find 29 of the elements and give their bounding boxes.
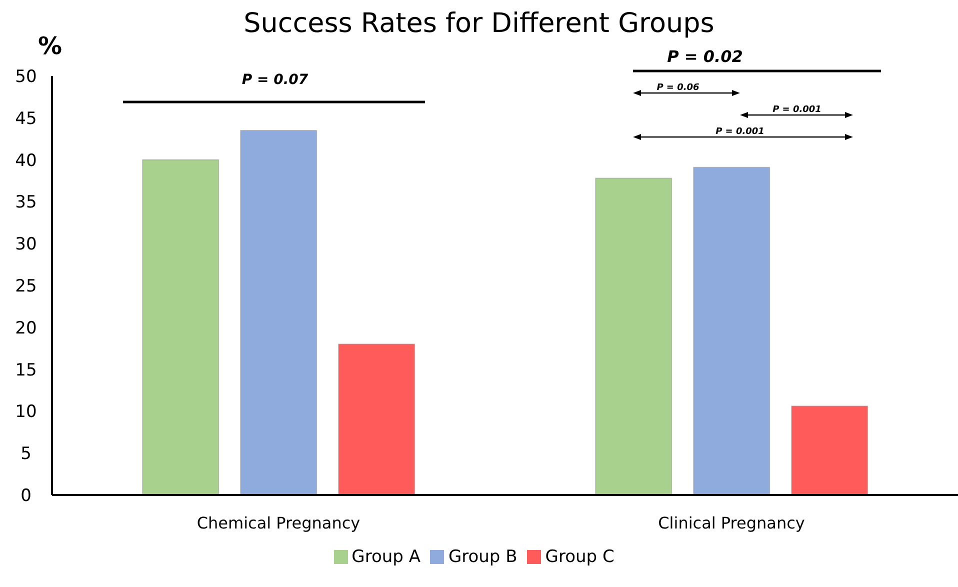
y-tick-label: 10 (15, 402, 37, 422)
annotation: P = 0.07 (242, 72, 308, 88)
y-tick-label: 0 (20, 486, 32, 506)
bar (338, 344, 416, 495)
y-axis-title: % (38, 32, 62, 60)
y-tick-label: 45 (15, 108, 37, 129)
y-tick-label: 35 (15, 192, 37, 213)
y-tick-label: 20 (15, 318, 37, 338)
text: P = 0.02 (667, 47, 743, 66)
y-tick-label: 5 (20, 444, 32, 464)
bar (595, 178, 672, 495)
annotation: P = 0.001 (716, 127, 764, 137)
annotation: P = 0.06 (656, 83, 700, 93)
x-tick-label: Chemical Pregnancy (196, 513, 360, 532)
legend-label: Group A (352, 547, 420, 567)
bar (693, 166, 770, 495)
bar (791, 406, 868, 495)
y-tick-label: 25 (15, 276, 37, 297)
bar (142, 159, 220, 495)
bar (240, 130, 318, 495)
y-tick-label: 40 (15, 150, 37, 171)
y-tick-label: 30 (15, 234, 37, 255)
x-tick-label: Clinical Pregnancy (658, 513, 805, 532)
legend-label: Group B (448, 547, 518, 567)
annotation: P = 0.001 (772, 105, 822, 115)
y-tick-label: 15 (15, 360, 37, 380)
chart-title: Success Rates for Different Groups (244, 8, 714, 39)
legend-label: Group C (545, 547, 614, 567)
y-tick-label: 50 (15, 67, 37, 88)
